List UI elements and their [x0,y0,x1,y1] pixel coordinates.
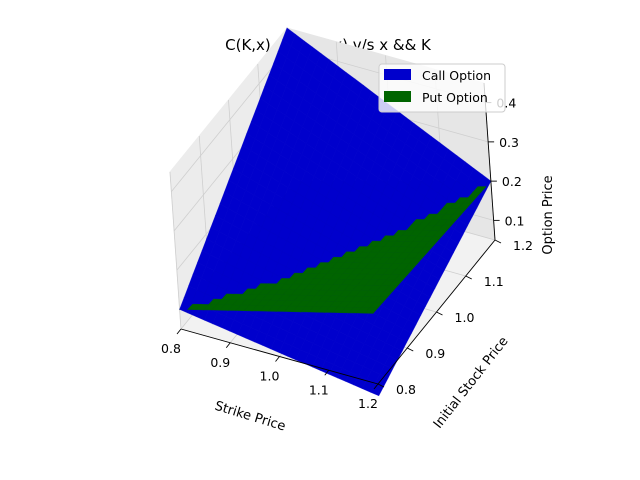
grid-line-stock [169,171,182,330]
y-tick-label: 0.9 [425,346,445,361]
legend-swatch-call [384,69,411,80]
y-tick-label: 1.0 [455,310,475,325]
z-tick-label: 0.3 [499,135,519,150]
x-tick [373,383,379,390]
x-tick [176,328,182,335]
x-tick-label: 0.8 [161,341,181,356]
legend-swatch-put [384,91,411,102]
z-axis-label: Option Price [541,175,556,254]
x-tick [225,342,231,349]
z-tick-label: 0.2 [502,174,522,189]
legend-label-call: Call Option [422,68,491,83]
legend: Call Option Put Option [378,63,506,113]
x-tick-label: 1.1 [309,382,329,397]
x-tick-label: 1.0 [260,369,280,384]
x-tick-label: 1.2 [358,396,378,411]
y-tick [465,275,472,280]
ticks: 0.80.91.01.11.20.80.91.01.11.20.10.20.30… [161,96,533,411]
y-tick [377,383,385,388]
put-surface-patch [364,307,379,314]
legend-label-put: Put Option [422,90,488,105]
x-tick-label: 0.9 [210,355,230,370]
surfaces [178,27,492,397]
x-tick [324,369,330,376]
y-tick [436,311,443,316]
x-tick [275,356,280,362]
y-tick [494,239,502,244]
y-tick-label: 0.8 [396,382,416,397]
y-tick [407,347,414,352]
y-tick-label: 1.2 [513,238,533,253]
grid-line-price [171,47,289,192]
y-tick-label: 1.1 [484,274,504,289]
z-tick-label: 0.1 [505,213,525,228]
